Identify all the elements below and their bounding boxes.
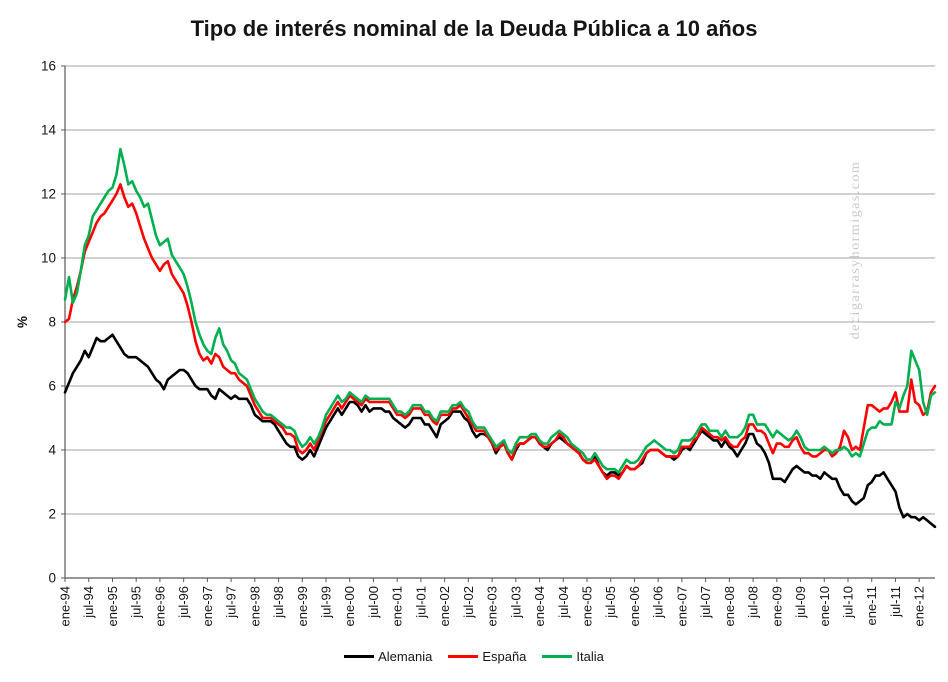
x-tick-label-ene-03: ene-03: [485, 586, 500, 626]
legend-swatch-italia: [542, 655, 573, 658]
chart-title: Tipo de interés nominal de la Deuda Públ…: [190, 16, 758, 41]
series-line-italia: [63, 147, 937, 474]
legend-item-alemania: Alemania: [344, 649, 432, 664]
x-tick-label-jul-05: jul-05: [603, 586, 618, 619]
y-tick-label: 10: [41, 251, 56, 266]
y-tick-label: 12: [41, 187, 56, 202]
x-tick-label-jul-06: jul-06: [651, 586, 666, 619]
x-tick-label-ene-02: ene-02: [437, 586, 452, 626]
x-tick-label-ene-99: ene-99: [295, 586, 310, 626]
x-tick-label-jul-08: jul-08: [746, 586, 761, 619]
x-tick-label-jul-98: jul-98: [271, 586, 286, 619]
x-tick-label-jul-95: jul-95: [129, 586, 144, 619]
x-tick-label-jul-04: jul-04: [556, 586, 571, 619]
x-tick-label-ene-95: ene-95: [105, 586, 120, 626]
x-tick-label-ene-01: ene-01: [390, 586, 405, 626]
x-tick-label-jul-09: jul-09: [793, 586, 808, 619]
legend-swatch-alemania: [344, 655, 375, 658]
x-tick-label-ene-07: ene-07: [674, 586, 689, 626]
y-tick-label: 14: [41, 123, 57, 138]
x-tick-label-ene-11: ene-11: [864, 586, 879, 626]
chart-legend: Alemania España Italia: [0, 649, 948, 664]
y-axis-title: %: [15, 316, 30, 328]
x-tick-label-ene-94: ene-94: [58, 586, 73, 626]
x-tick-label-ene-00: ene-00: [342, 586, 357, 626]
legend-label-alemania: Alemania: [378, 649, 433, 664]
y-tick-label: 2: [48, 507, 56, 522]
x-tick-label-jul-07: jul-07: [698, 586, 713, 619]
x-tick-label-jul-94: jul-94: [81, 586, 96, 619]
legend-swatch-españa: [448, 655, 479, 658]
y-tick-label: 4: [48, 443, 56, 458]
x-tick-label-ene-05: ene-05: [580, 586, 595, 626]
watermark: decigarrasyhormigas.com: [848, 160, 863, 340]
x-tick-label-ene-08: ene-08: [722, 586, 737, 626]
x-tick-label-ene-96: ene-96: [152, 586, 167, 626]
y-tick-label: 16: [41, 59, 56, 74]
x-tick-label-ene-09: ene-09: [769, 586, 784, 626]
x-tick-label-ene-98: ene-98: [247, 586, 262, 626]
legend-label-españa: España: [482, 649, 527, 664]
series-line-alemania: [63, 333, 937, 529]
x-tick-label-ene-06: ene-06: [627, 586, 642, 626]
x-tick-label-jul-11: jul-11: [888, 586, 903, 618]
x-tick-label-ene-97: ene-97: [200, 586, 215, 626]
x-tick-label-jul-99: jul-99: [319, 586, 334, 619]
legend-label-italia: Italia: [576, 649, 604, 664]
series-line-españa: [63, 183, 937, 481]
y-tick-label: 8: [48, 315, 56, 330]
x-tick-label-jul-02: jul-02: [461, 586, 476, 619]
legend-item-italia: Italia: [542, 649, 604, 664]
x-tick-label-jul-10: jul-10: [841, 586, 856, 619]
x-tick-label-jul-01: jul-01: [413, 586, 428, 619]
x-tick-label-jul-97: jul-97: [224, 586, 239, 619]
x-tick-label-jul-00: jul-00: [366, 586, 381, 619]
x-tick-label-ene-04: ene-04: [532, 586, 547, 626]
y-tick-label: 6: [48, 379, 56, 394]
x-tick-label-jul-03: jul-03: [508, 586, 523, 619]
x-tick-label-ene-12: ene-12: [912, 586, 927, 626]
x-tick-label-jul-96: jul-96: [176, 586, 191, 619]
legend-item-españa: España: [448, 649, 526, 664]
y-tick-label: 0: [48, 571, 56, 586]
x-tick-label-ene-10: ene-10: [817, 586, 832, 626]
